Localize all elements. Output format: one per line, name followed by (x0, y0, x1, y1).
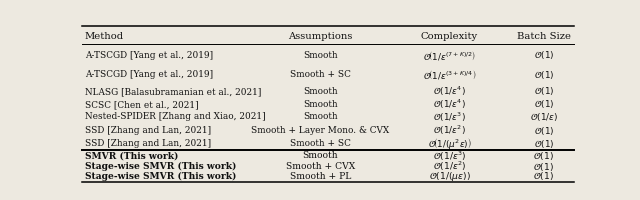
Text: Smooth + SC: Smooth + SC (290, 70, 351, 79)
Text: Assumptions: Assumptions (289, 32, 353, 41)
Text: Smooth: Smooth (303, 50, 338, 59)
Text: $\mathcal{O}(1/\epsilon)$: $\mathcal{O}(1/\epsilon)$ (530, 110, 558, 122)
Text: NLASG [Balasubramanian et al., 2021]: NLASG [Balasubramanian et al., 2021] (85, 87, 261, 95)
Text: Smooth + CVX: Smooth + CVX (286, 161, 355, 170)
Text: A-TSCGD [Yang et al., 2019]: A-TSCGD [Yang et al., 2019] (85, 50, 213, 59)
Text: Smooth + Layer Mono. & CVX: Smooth + Layer Mono. & CVX (252, 125, 390, 134)
Text: Batch Size: Batch Size (516, 32, 571, 41)
Text: $\mathcal{O}(1)$: $\mathcal{O}(1)$ (533, 160, 554, 172)
Text: Smooth + SC: Smooth + SC (290, 138, 351, 147)
Text: Complexity: Complexity (421, 32, 478, 41)
Text: $\mathcal{O}(1)$: $\mathcal{O}(1)$ (534, 85, 554, 97)
Text: $\mathcal{O}(1/(\mu\epsilon))$: $\mathcal{O}(1/(\mu\epsilon))$ (429, 169, 470, 182)
Text: $\mathcal{O}(1)$: $\mathcal{O}(1)$ (533, 149, 554, 161)
Text: $\mathcal{O}(1)$: $\mathcal{O}(1)$ (533, 169, 554, 181)
Text: Smooth + PL: Smooth + PL (290, 171, 351, 180)
Text: SCSC [Chen et al., 2021]: SCSC [Chen et al., 2021] (85, 99, 198, 108)
Text: $\mathcal{O}\!\left(1/\epsilon^{(7+K)/2}\right)$: $\mathcal{O}\!\left(1/\epsilon^{(7+K)/2}… (423, 48, 476, 61)
Text: Method: Method (85, 32, 124, 41)
Text: $\mathcal{O}(1/\epsilon^4)$: $\mathcal{O}(1/\epsilon^4)$ (433, 97, 466, 110)
Text: Smooth: Smooth (303, 112, 338, 121)
Text: $\mathcal{O}(1)$: $\mathcal{O}(1)$ (534, 49, 554, 61)
Text: $\mathcal{O}(1/\epsilon^2)$: $\mathcal{O}(1/\epsilon^2)$ (433, 159, 467, 172)
Text: A-TSCGD [Yang et al., 2019]: A-TSCGD [Yang et al., 2019] (85, 70, 213, 79)
Text: $\mathcal{O}(1/\epsilon^4)$: $\mathcal{O}(1/\epsilon^4)$ (433, 84, 466, 98)
Text: Nested-SPIDER [Zhang and Xiao, 2021]: Nested-SPIDER [Zhang and Xiao, 2021] (85, 112, 266, 121)
Text: $\mathcal{O}(1/\epsilon^3)$: $\mathcal{O}(1/\epsilon^3)$ (433, 110, 466, 123)
Text: Smooth: Smooth (303, 87, 338, 95)
Text: $\mathcal{O}(1)$: $\mathcal{O}(1)$ (534, 124, 554, 136)
Text: $\mathcal{O}(1/\epsilon^3)$: $\mathcal{O}(1/\epsilon^3)$ (433, 149, 467, 162)
Text: $\mathcal{O}\!\left(1/\epsilon^{(3+K)/4}\right)$: $\mathcal{O}\!\left(1/\epsilon^{(3+K)/4}… (423, 68, 476, 81)
Text: $\mathcal{O}(1/\epsilon^2)$: $\mathcal{O}(1/\epsilon^2)$ (433, 123, 466, 137)
Text: $\mathcal{O}(1)$: $\mathcal{O}(1)$ (534, 137, 554, 149)
Text: SSD [Zhang and Lan, 2021]: SSD [Zhang and Lan, 2021] (85, 125, 211, 134)
Text: $\mathcal{O}(1)$: $\mathcal{O}(1)$ (534, 98, 554, 110)
Text: $\mathcal{O}\!\left(1/(\mu^2\epsilon)\right)$: $\mathcal{O}\!\left(1/(\mu^2\epsilon)\ri… (428, 135, 472, 150)
Text: SSD [Zhang and Lan, 2021]: SSD [Zhang and Lan, 2021] (85, 138, 211, 147)
Text: Stage-wise SMVR (This work): Stage-wise SMVR (This work) (85, 171, 236, 180)
Text: Smooth: Smooth (303, 151, 339, 160)
Text: SMVR (This work): SMVR (This work) (85, 151, 179, 160)
Text: Smooth: Smooth (303, 99, 338, 108)
Text: $\mathcal{O}(1)$: $\mathcal{O}(1)$ (534, 69, 554, 80)
Text: Stage-wise SMVR (This work): Stage-wise SMVR (This work) (85, 161, 236, 170)
